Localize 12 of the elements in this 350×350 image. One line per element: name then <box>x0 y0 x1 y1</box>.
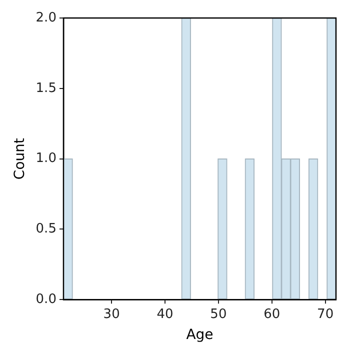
y-tick-label: 0.5 <box>36 222 56 237</box>
y-tick-label: 1.0 <box>36 151 56 166</box>
x-tick-label: 40 <box>156 306 174 322</box>
x-tick-label: 60 <box>264 306 280 322</box>
y-tick-label: 0.0 <box>36 292 56 307</box>
y-tick-label: 1.5 <box>36 80 56 96</box>
y-axis-title: Count <box>12 138 28 180</box>
x-tick-label: 70 <box>317 306 334 322</box>
x-tick-label: 50 <box>210 306 227 322</box>
x-axis-title: Age <box>186 327 214 344</box>
x-tick-label: 30 <box>103 306 120 322</box>
y-tick-label: 2.0 <box>36 10 56 26</box>
